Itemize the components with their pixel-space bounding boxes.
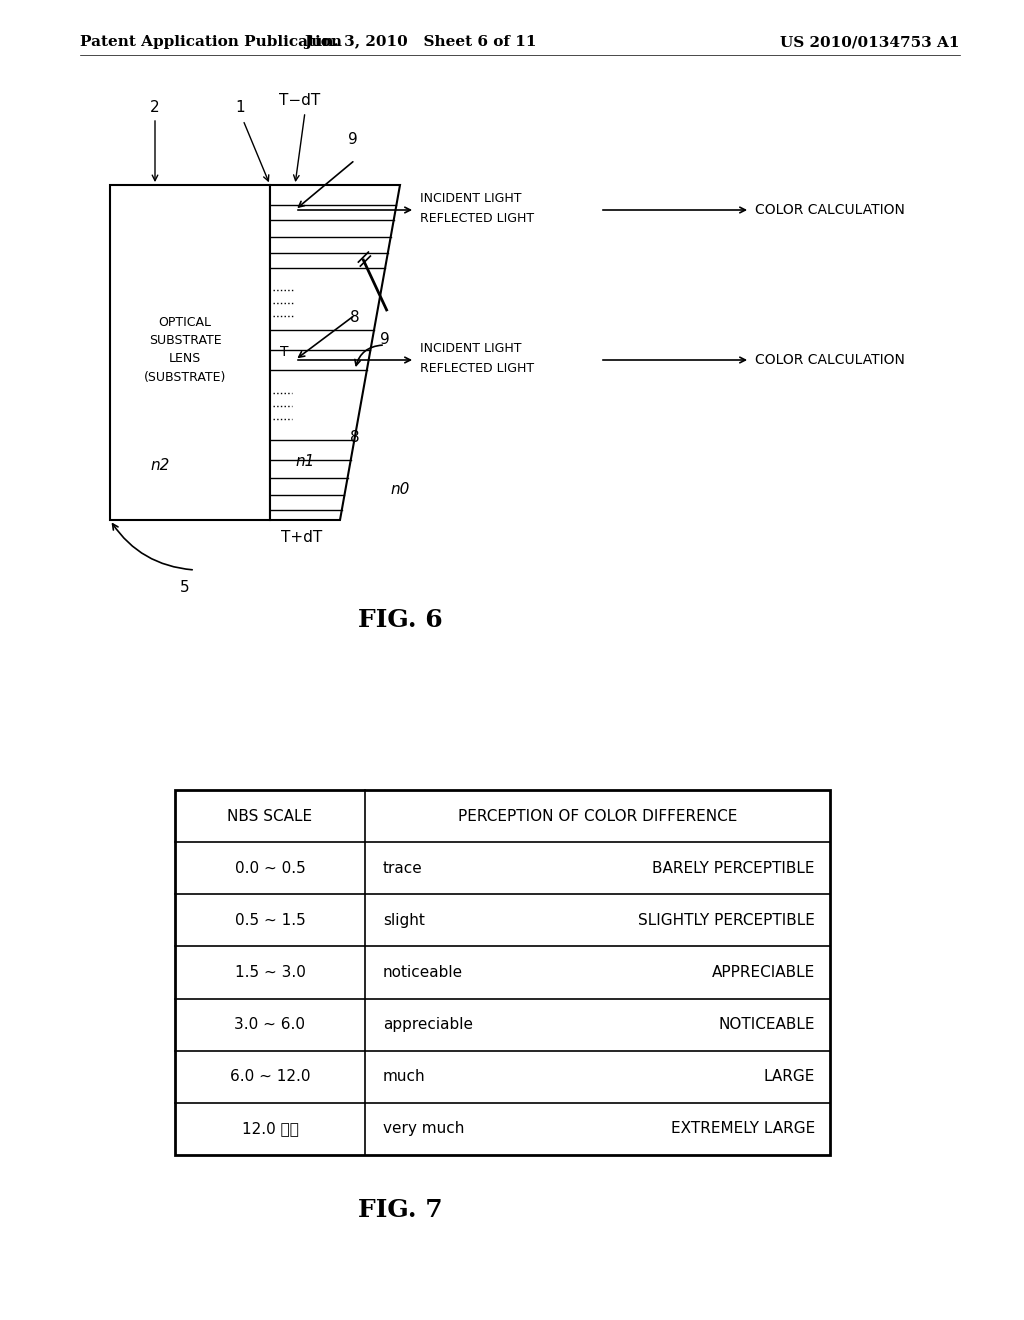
Text: REFLECTED LIGHT: REFLECTED LIGHT [420,211,535,224]
Text: appreciable: appreciable [383,1018,473,1032]
Text: EXTREMELY LARGE: EXTREMELY LARGE [671,1122,815,1137]
Bar [110,185,270,520]
Text: INCIDENT LIGHT: INCIDENT LIGHT [420,342,521,355]
Text: 2: 2 [151,100,160,115]
Text: 8: 8 [350,310,359,325]
Text: NOTICEABLE: NOTICEABLE [719,1018,815,1032]
Text: n0: n0 [390,483,410,498]
Text: FIG. 6: FIG. 6 [357,609,442,632]
Text: PERCEPTION OF COLOR DIFFERENCE: PERCEPTION OF COLOR DIFFERENCE [458,809,737,824]
Text: noticeable: noticeable [383,965,463,979]
Text: LARGE: LARGE [764,1069,815,1084]
Text: 6.0 ~ 12.0: 6.0 ~ 12.0 [229,1069,310,1084]
Text: 1.5 ~ 3.0: 1.5 ~ 3.0 [234,965,305,979]
Text: Patent Application Publication: Patent Application Publication [80,36,342,49]
Text: n1: n1 [295,454,314,470]
Text: 0.0 ~ 0.5: 0.0 ~ 0.5 [234,861,305,875]
Text: n2: n2 [151,458,170,473]
Text: trace: trace [383,861,423,875]
Text: NBS SCALE: NBS SCALE [227,809,312,824]
Text: 5: 5 [180,579,189,595]
Text: OPTICAL
SUBSTRATE
LENS
(SUBSTRATE): OPTICAL SUBSTRATE LENS (SUBSTRATE) [143,317,226,384]
Text: US 2010/0134753 A1: US 2010/0134753 A1 [780,36,961,49]
Text: 0.5 ~ 1.5: 0.5 ~ 1.5 [234,913,305,928]
Text: APPRECIABLE: APPRECIABLE [712,965,815,979]
Text: 9: 9 [380,333,390,347]
Text: BARELY PERCEPTIBLE: BARELY PERCEPTIBLE [652,861,815,875]
Text: SLIGHTLY PERCEPTIBLE: SLIGHTLY PERCEPTIBLE [638,913,815,928]
Text: much: much [383,1069,426,1084]
Text: T−dT: T−dT [280,92,321,108]
Text: FIG. 7: FIG. 7 [357,1199,442,1222]
Text: 1: 1 [236,100,245,115]
Text: INCIDENT LIGHT: INCIDENT LIGHT [420,191,521,205]
Text: T+dT: T+dT [282,531,323,545]
Text: very much: very much [383,1122,464,1137]
Text: 8: 8 [350,430,359,445]
Text: slight: slight [383,913,425,928]
Text: 9: 9 [348,132,357,148]
Polygon shape [270,185,400,520]
Text: REFLECTED LIGHT: REFLECTED LIGHT [420,362,535,375]
Text: 3.0 ~ 6.0: 3.0 ~ 6.0 [234,1018,305,1032]
Text: T: T [280,345,289,359]
Text: 12.0 以上: 12.0 以上 [242,1122,298,1137]
Text: COLOR CALCULATION: COLOR CALCULATION [755,203,905,216]
Text: Jun. 3, 2010   Sheet 6 of 11: Jun. 3, 2010 Sheet 6 of 11 [304,36,537,49]
Bar [175,789,830,1155]
Text: COLOR CALCULATION: COLOR CALCULATION [755,352,905,367]
